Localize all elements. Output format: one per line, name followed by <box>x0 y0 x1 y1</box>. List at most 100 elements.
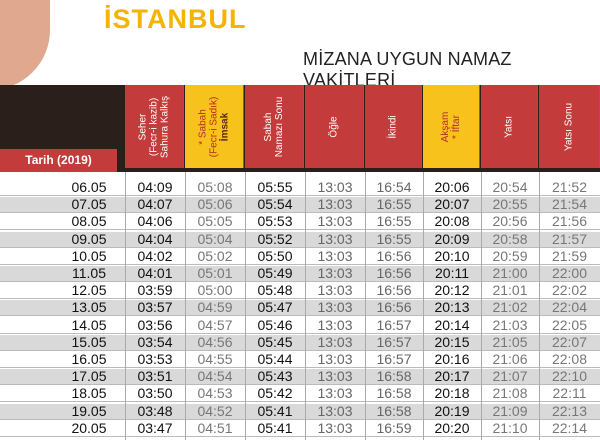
time-cell: 16:57 <box>376 316 412 333</box>
grid-line <box>539 172 540 440</box>
column-header-line: İkindi <box>387 114 399 139</box>
time-cell: 20:06 <box>434 179 470 195</box>
time-cell: 05:08 <box>197 179 233 195</box>
time-cell: 20:54 <box>492 179 528 195</box>
time-cell: 13:03 <box>317 368 353 385</box>
column-header-2: * Sabah (Fecr-i Sadık) İmsak <box>185 85 244 168</box>
column-header-line: Yatsı <box>503 115 515 138</box>
time-cell: 03:54 <box>137 333 173 350</box>
date-cell: 07.05 <box>71 196 107 213</box>
time-cell: 16:58 <box>376 385 412 402</box>
column-header-label: Sabah Namazı Sonu <box>263 96 285 157</box>
time-cell: 22:05 <box>551 316 588 333</box>
time-cell: 03:57 <box>137 299 173 316</box>
table-row: 07.05 04:07 05:06 05:54 13:03 16:55 20:07 20:55… <box>0 196 600 214</box>
column-header-label: Yatsı <box>504 115 515 137</box>
time-cell: 20:11 <box>435 265 469 281</box>
time-cell: 20:55 <box>492 196 528 213</box>
time-cell: 03:50 <box>137 385 173 402</box>
time-cell: 20:20 <box>434 419 470 436</box>
time-cell: 20:16 <box>434 351 470 367</box>
time-cell: 21:06 <box>492 351 528 367</box>
time-cell: 22:00 <box>551 265 588 281</box>
table-row: 06.05 04:09 05:08 05:55 13:03 16:54 20:06 20:54… <box>0 180 600 196</box>
time-cell: 05:43 <box>257 368 293 385</box>
date-cell: 18.05 <box>71 385 107 402</box>
date-cell: 11.05 <box>72 265 106 281</box>
time-cell: 05:52 <box>257 230 293 247</box>
time-cell: 05:05 <box>197 213 233 230</box>
column-header-line: Yatsı Sonu <box>563 102 575 151</box>
time-cell: 04:54 <box>197 368 233 385</box>
column-header-line: Akşam <box>440 111 451 142</box>
table-row: 16.05 03:53 04:55 05:44 13:03 16:57 20:16 21:06… <box>0 352 600 368</box>
time-cell: 20:09 <box>434 230 470 247</box>
time-cell: 04:53 <box>197 385 233 402</box>
time-cell: 16:58 <box>376 402 412 419</box>
decorative-photo-edge <box>0 0 50 90</box>
time-cell: 05:06 <box>197 196 233 213</box>
column-header-3: Sabah Namazı Sonu <box>245 85 304 168</box>
column-header-line: Sahura Kalkış <box>159 95 171 158</box>
city-title: İSTANBUL <box>104 4 247 34</box>
time-cell: 13:03 <box>317 316 353 333</box>
column-header-5: İkindi <box>365 85 422 168</box>
time-cell: 05:48 <box>257 282 293 299</box>
time-cell: 20:58 <box>492 230 528 247</box>
table-header: Seher (Fecr-i kazib) Sahura Kalkış * Sabah(… <box>0 85 600 172</box>
time-cell: 22:11 <box>552 385 587 402</box>
time-cell: 16:54 <box>376 179 412 195</box>
time-cell: 20:13 <box>434 299 470 316</box>
time-cell: 21:00 <box>492 265 528 281</box>
grid-line <box>185 172 186 440</box>
time-cell: 13:03 <box>317 179 353 195</box>
time-cell: 22:02 <box>551 282 588 299</box>
table-body: 06.05 04:09 05:08 05:55 13:03 16:54 20:06 20:54… <box>0 172 600 440</box>
time-cell: 05:41 <box>257 419 293 436</box>
time-cell: 16:57 <box>376 333 412 350</box>
table-row: 08.05 04:06 05:05 05:53 13:03 16:55 20:08 20:56… <box>0 213 600 231</box>
time-cell: 16:56 <box>376 247 412 264</box>
time-cell: 13:03 <box>317 230 353 247</box>
time-cell: 21:52 <box>551 179 588 195</box>
time-cell: 16:58 <box>376 368 412 385</box>
title-area: İSTANBUL MİZANA UYGUN NAMAZ VAKİTLERİ <box>0 0 600 90</box>
time-cell: 21:59 <box>551 247 588 264</box>
time-cell: 21:08 <box>492 385 528 402</box>
table-row: 12.05 03:59 05:00 05:48 13:03 16:56 20:12 21:01… <box>0 282 600 300</box>
time-cell: 05:44 <box>257 351 293 367</box>
column-header-6: Akşam * İftar <box>423 85 480 168</box>
time-cell: 03:59 <box>137 282 173 299</box>
time-cell: 22:14 <box>551 419 588 436</box>
time-cell: 05:49 <box>257 265 293 281</box>
table-row: 11.05 04:01 05:01 05:49 13:03 16:56 20:11 21:00… <box>0 266 600 282</box>
time-cell: 21:03 <box>492 316 528 333</box>
time-cell: 05:04 <box>197 230 233 247</box>
time-cell: 03:51 <box>137 368 173 385</box>
time-cell: 13:03 <box>317 196 353 213</box>
time-cell: 21:09 <box>492 402 528 419</box>
time-cell: 04:02 <box>137 247 173 264</box>
time-cell: 22:10 <box>551 368 588 385</box>
time-cell: 16:56 <box>376 299 412 316</box>
time-cell: 03:56 <box>137 316 173 333</box>
date-cell: 10.05 <box>71 247 107 264</box>
column-header-line: Seher <box>137 113 149 140</box>
column-header-line: İmsak <box>219 112 231 141</box>
time-cell: 13:03 <box>317 333 353 350</box>
column-header-line: * İftar <box>451 114 462 139</box>
column-header-4: Öğle <box>305 85 364 168</box>
column-header-line: Sabah <box>263 112 274 141</box>
time-cell: 21:01 <box>492 282 528 299</box>
time-cell: 16:56 <box>376 282 412 299</box>
time-cell: 05:45 <box>257 333 293 350</box>
time-cell: 04:51 <box>197 419 233 436</box>
time-cell: 22:08 <box>551 351 588 367</box>
time-cell: 05:46 <box>257 316 293 333</box>
time-cell: 20:17 <box>434 368 470 385</box>
grid-line <box>365 172 366 440</box>
time-cell: 21:05 <box>492 333 528 350</box>
time-cell: 05:02 <box>197 247 233 264</box>
time-cell: 20:14 <box>434 316 470 333</box>
time-cell: 21:56 <box>551 213 588 230</box>
